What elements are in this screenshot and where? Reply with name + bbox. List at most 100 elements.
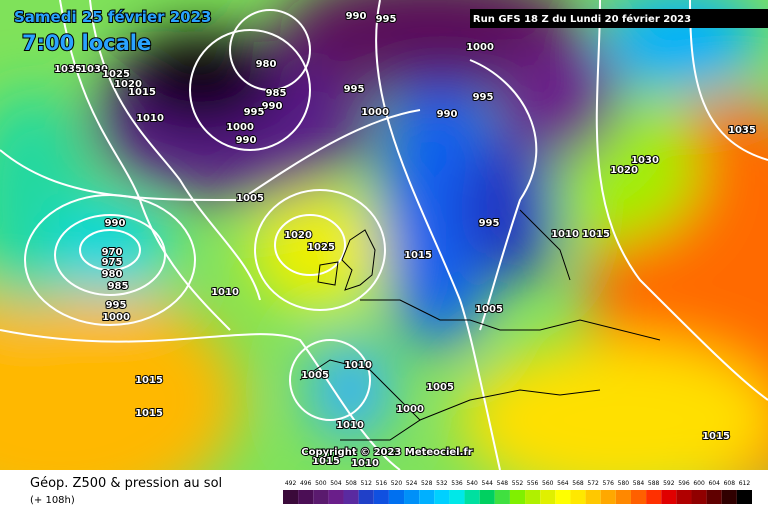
forecast-date: Samedi 25 février 2023 [14, 8, 211, 26]
legend-swatch [676, 490, 692, 504]
legend-swatch [706, 490, 722, 504]
legend-label: 552 [512, 480, 524, 487]
legend-swatch [328, 490, 344, 504]
isobar-label: 1015 [702, 431, 730, 442]
isobar-label: 1005 [475, 304, 503, 315]
isobar-label: 1005 [236, 193, 264, 204]
legend-swatch [570, 490, 586, 504]
legend-label: 592 [663, 480, 675, 487]
legend-swatch [630, 490, 647, 504]
forecast-time: 7:00 locale [22, 31, 151, 55]
isobar-label: 1000 [396, 404, 424, 415]
legend-label: 532 [436, 480, 448, 487]
isobar-label: 995 [479, 218, 500, 229]
legend-swatch [585, 490, 601, 504]
legend-swatch [555, 490, 571, 504]
isobar-label: 1000 [226, 122, 254, 133]
copyright: Copyright © 2023 Meteociel.fr [301, 447, 472, 458]
legend-label: 568 [572, 480, 584, 487]
legend-label: 548 [497, 480, 509, 487]
isobar-label: 1035 [728, 125, 756, 136]
legend-swatch [434, 490, 450, 504]
legend-label: 588 [648, 480, 660, 487]
legend-swatch [600, 490, 616, 504]
legend-label: 608 [724, 480, 736, 487]
isobar-label: 1000 [361, 107, 389, 118]
isobar-label: 990 [105, 218, 126, 229]
legend-swatch [404, 490, 420, 504]
isobar-label: 1010 [211, 287, 239, 298]
footer-lead: (+ 108h) [30, 495, 75, 506]
isobar-label: 1020 [284, 230, 312, 241]
legend-label: 556 [527, 480, 539, 487]
footer-title: Géop. Z500 & pression au sol [30, 476, 222, 491]
legend-label: 544 [482, 480, 494, 487]
isobar-label: 975 [102, 257, 123, 268]
legend-label: 536 [451, 480, 463, 487]
isobar-label: 1025 [307, 242, 335, 253]
legend-label: 500 [315, 480, 327, 487]
isobar-label: 995 [106, 300, 127, 311]
isobar-label: 995 [473, 92, 494, 103]
legend-swatch [661, 490, 677, 504]
legend-swatch [615, 490, 631, 504]
legend-label: 528 [421, 480, 433, 487]
legend-label: 508 [345, 480, 357, 487]
legend-label: 580 [618, 480, 630, 487]
run-banner [470, 9, 768, 28]
legend-swatch [721, 490, 737, 504]
isobar-label: 1030 [631, 155, 659, 166]
legend-label: 612 [739, 480, 751, 487]
legend-swatch [646, 490, 662, 504]
legend-label: 600 [693, 480, 705, 487]
legend-swatch [373, 490, 389, 504]
legend-label: 496 [300, 480, 312, 487]
legend-label: 572 [587, 480, 599, 487]
isobar-label: 1030 [80, 64, 108, 75]
legend-label: 604 [708, 480, 720, 487]
legend-swatch [464, 490, 480, 504]
isobar-label: 985 [266, 88, 287, 99]
isobar-label: 1020 [610, 165, 638, 176]
legend-swatch [313, 490, 329, 504]
legend-swatch [479, 490, 495, 504]
legend-swatch [343, 490, 359, 504]
legend-label: 564 [557, 480, 569, 487]
isobar-label: 1010 [551, 229, 579, 240]
isobar-label: 990 [236, 135, 257, 146]
isobar-label: 1005 [301, 370, 329, 381]
legend-swatch [358, 490, 374, 504]
isobar-label: 990 [346, 11, 367, 22]
isobar-labels: 1035103010251020101510109859809909951000… [53, 10, 757, 470]
isobar-label: 995 [376, 14, 397, 25]
isobar-label: 995 [244, 107, 265, 118]
isobar-label: 1035 [54, 64, 82, 75]
legend-label: 576 [603, 480, 615, 487]
legend-swatch [298, 490, 314, 504]
isobar-label: 1010 [351, 458, 379, 469]
isobar-label: 1000 [102, 312, 130, 323]
legend-swatch [283, 490, 299, 504]
legend-swatch [494, 490, 510, 504]
isobar-label: 1010 [336, 420, 364, 431]
legend-label: 584 [633, 480, 645, 487]
isobar-label: 1005 [426, 382, 454, 393]
isobar-label: 990 [262, 101, 283, 112]
isobar-label: 970 [102, 247, 123, 258]
isobar-label: 990 [437, 109, 458, 120]
isobar-label: 995 [344, 84, 365, 95]
isobar-label: 1015 [312, 456, 340, 467]
legend-swatch [419, 490, 435, 504]
isobar-label: 1000 [466, 42, 494, 53]
isobar-label: 1025 [102, 69, 130, 80]
legend-swatch [449, 490, 465, 504]
legend-label: 492 [285, 480, 297, 487]
isobar-label: 1010 [136, 113, 164, 124]
legend-label: 524 [406, 480, 418, 487]
legend-label: 504 [330, 480, 342, 487]
isobar-label: 980 [256, 59, 277, 70]
legend-label: 560 [542, 480, 554, 487]
legend-swatch [525, 490, 541, 504]
legend-swatch [388, 490, 405, 504]
